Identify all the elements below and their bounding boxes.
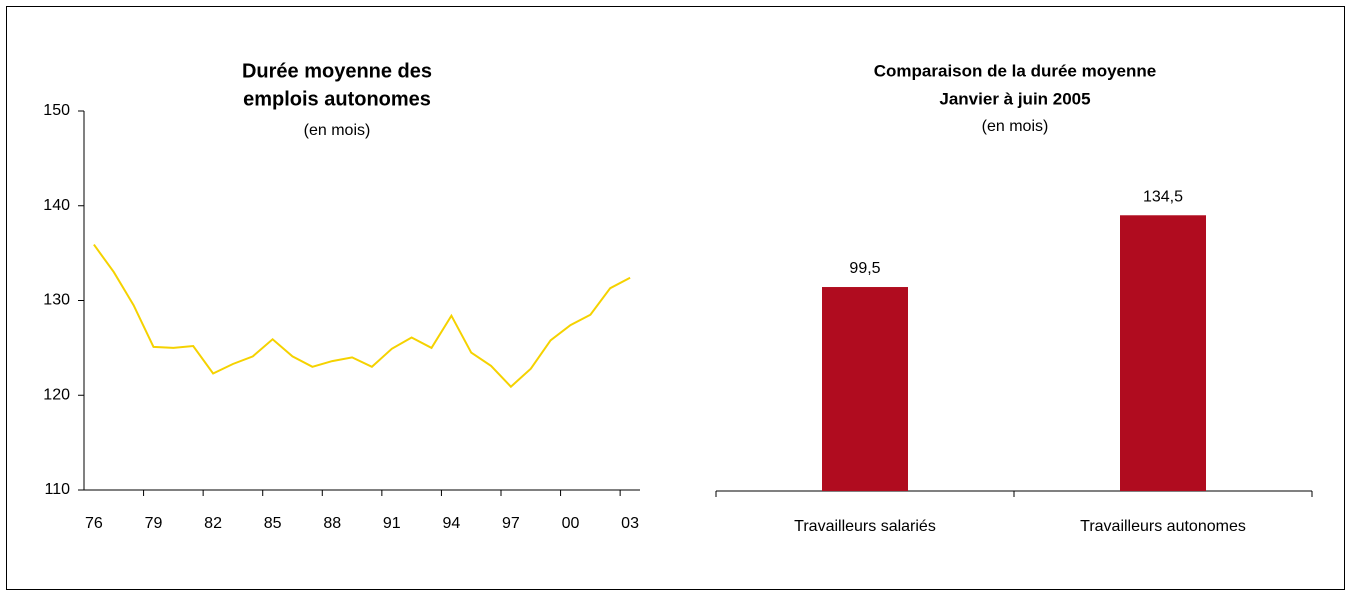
- frame: [6, 6, 1345, 590]
- bar: [822, 287, 908, 491]
- chart-title: Comparaison de la durée moyenne: [874, 61, 1156, 80]
- chart-title: Janvier à juin 2005: [939, 89, 1090, 108]
- x-tick-label: 85: [264, 515, 282, 532]
- x-tick-label: Travailleurs autonomes: [1080, 518, 1246, 535]
- y-tick-label: 120: [43, 386, 70, 403]
- x-tick-label: 00: [562, 515, 580, 532]
- chart-subtitle: (en mois): [304, 122, 371, 139]
- value-label: 99,5: [849, 260, 880, 277]
- chart-title: emplois autonomes: [243, 88, 431, 110]
- bar: [1120, 215, 1206, 491]
- x-tick-label: 94: [442, 515, 460, 532]
- value-label: 134,5: [1143, 188, 1183, 205]
- x-tick-label: 97: [502, 515, 520, 532]
- y-tick-label: 140: [43, 197, 70, 214]
- x-tick-label: Travailleurs salariés: [794, 518, 936, 535]
- x-tick-label: 82: [204, 515, 222, 532]
- x-tick-label: 91: [383, 515, 401, 532]
- x-tick-label: 76: [85, 515, 103, 532]
- x-tick-label: 88: [323, 515, 341, 532]
- y-tick-label: 130: [43, 292, 70, 309]
- x-tick-label: 03: [621, 515, 639, 532]
- y-tick-label: 110: [44, 481, 70, 498]
- x-tick-label: 79: [145, 515, 163, 532]
- line: [93, 244, 631, 389]
- chart-subtitle: (en mois): [982, 118, 1049, 135]
- chart-title: Durée moyenne des: [242, 60, 432, 82]
- y-tick-label: 150: [43, 102, 70, 119]
